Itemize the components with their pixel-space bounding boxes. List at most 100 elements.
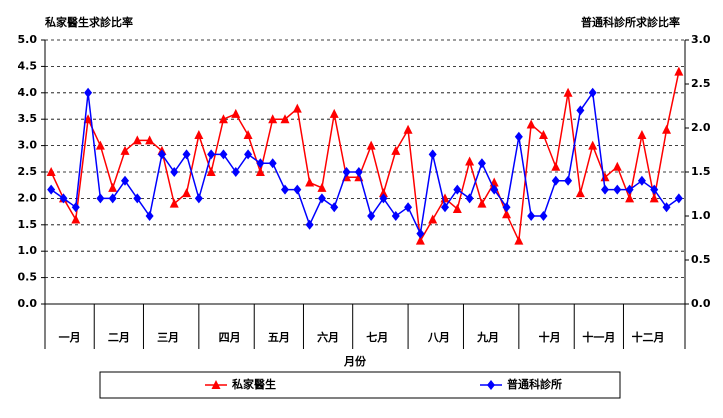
data-point [576,105,585,116]
data-point [538,130,548,140]
data-point [490,184,499,195]
data-point [465,156,475,166]
x-tick-label: 一月 [59,331,81,344]
data-point [601,184,609,195]
data-point [145,211,154,221]
chart-title: 私家醫生求診比率 [45,15,133,29]
data-point [539,211,548,221]
data-point [662,202,671,213]
y2-tick-label: 1.5 [691,165,711,178]
y2-title: 普通科診所求診比率 [581,15,680,29]
data-point [145,135,155,145]
y-tick-label: 1.0 [18,244,38,257]
data-point [47,184,56,195]
x-tick-label: 九月 [476,330,499,344]
x-tick-label: 十二月 [632,330,665,344]
data-point [477,198,487,208]
data-point [662,124,672,134]
x-axis-label: 月份 [343,354,367,368]
data-point [612,161,622,171]
x-tick-label: 六月 [317,330,339,344]
legend-box [99,371,621,399]
data-point [625,184,634,195]
data-point [625,193,635,203]
data-point [71,214,81,224]
data-point [404,202,413,213]
data-point [564,175,573,186]
data-point [674,193,683,204]
y2-tick-label: 1.0 [691,209,711,222]
data-point [280,114,290,124]
data-point [428,149,437,160]
data-point [231,108,241,118]
data-point [379,193,388,204]
y2-tick-label: 2.5 [691,77,711,90]
y2-tick-label: 3.0 [691,33,711,46]
data-point [613,184,622,195]
data-point [132,135,142,145]
series-line [50,71,680,244]
data-point [342,167,351,177]
data-point [637,175,646,186]
data-point [256,158,265,169]
data-point [84,87,93,98]
data-point [477,158,486,169]
data-point [255,167,265,176]
data-point [600,172,610,182]
data-point [96,193,105,204]
data-point [502,202,511,213]
data-point [207,149,216,160]
legend-label: 普通科診所 [507,377,562,391]
data-point [194,193,203,204]
data-point [441,202,449,213]
x-tick-label: 二月 [108,331,130,344]
y-tick-label: 4.5 [18,59,38,72]
data-point [452,203,462,213]
y-tick-label: 5.0 [18,33,38,46]
data-point [329,108,339,118]
data-point [133,193,142,204]
y-tick-label: 2.5 [18,165,38,178]
data-point [563,87,573,97]
data-point [95,140,105,150]
data-point [194,130,204,140]
data-point [551,175,560,186]
y2-tick-label: 2.0 [691,121,711,134]
y-tick-label: 0.0 [18,297,38,310]
data-point [378,188,388,198]
data-point [526,119,536,129]
y-tick-label: 3.5 [18,112,38,125]
data-point [292,103,302,113]
data-point [428,214,438,224]
x-tick-label: 十一月 [582,330,615,344]
y-tick-label: 4.0 [18,86,38,99]
data-point [403,124,413,134]
data-point [514,235,524,245]
x-tick-label: 七月 [366,330,388,344]
y2-tick-label: 0.0 [691,297,711,310]
data-point [268,158,277,169]
data-point [59,193,68,204]
data-point [268,114,278,124]
data-point [71,202,80,213]
data-point [453,184,462,195]
data-point [169,198,179,208]
legend-marker [211,380,221,389]
data-point [575,188,585,198]
data-point [465,193,474,204]
data-point [354,167,363,177]
x-tick-label: 五月 [268,331,290,344]
data-point [317,193,326,204]
data-point [649,193,659,203]
data-point [244,149,253,160]
data-point [502,209,512,219]
y-tick-label: 1.5 [18,218,38,231]
data-point [330,202,339,213]
legend-label: 私家醫生 [232,377,276,391]
y-tick-label: 2.0 [18,191,38,204]
data-point [317,182,327,192]
data-point [182,188,192,198]
x-tick-label: 四月 [219,331,241,344]
x-tick-label: 八月 [427,331,450,344]
